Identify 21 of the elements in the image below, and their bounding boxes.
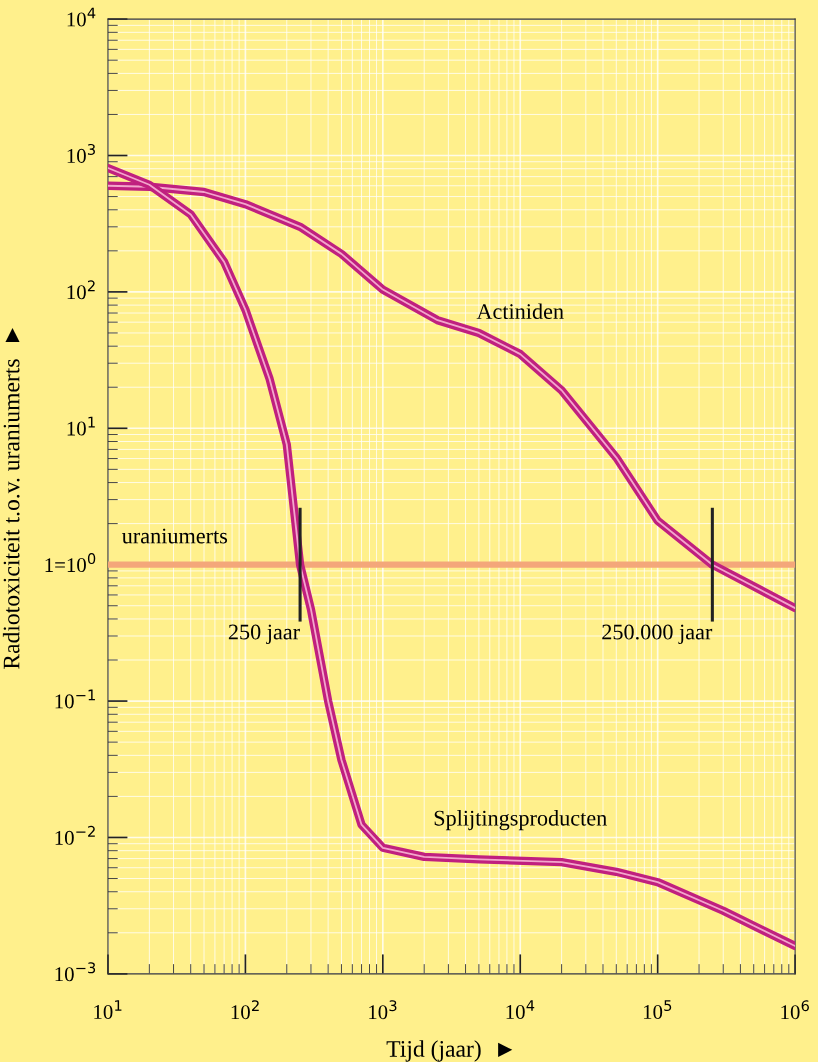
y-tick-label: 1=10$^{0}$ bbox=[45, 553, 96, 573]
ref-line-label: uraniumerts bbox=[122, 528, 228, 544]
y-tick-label: 10$^{−1}$ bbox=[55, 689, 95, 709]
annotation: 250 jaar bbox=[228, 624, 300, 645]
x-tick-label: 10$^{6}$ bbox=[781, 1000, 809, 1020]
y-tick-label: 10$^{−3}$ bbox=[55, 962, 96, 982]
x-tick-label: 10$^{3}$ bbox=[369, 1000, 397, 1020]
x-axis-title: Tijd (jaar) ► bbox=[386, 1040, 513, 1062]
x-tick-label: 10$^{5}$ bbox=[643, 1000, 672, 1019]
y-axis-title: Radiotoxiciteit t.o.v. uraniumerts ► bbox=[2, 327, 20, 670]
y-tick-label: 10$^{4}$ bbox=[67, 7, 96, 27]
series-label: Splijtingsproducten bbox=[434, 809, 607, 831]
series-label: Actiniden bbox=[476, 303, 564, 320]
y-tick-label: 10$^{−2}$ bbox=[55, 825, 95, 845]
y-tick-label: 10$^{3}$ bbox=[67, 143, 95, 163]
y-tick-label: 10$^{1}$ bbox=[67, 416, 95, 436]
x-tick-label: 10$^{2}$ bbox=[231, 1000, 259, 1020]
annotation: 250.000 jaar bbox=[602, 624, 713, 645]
y-tick-label: 10$^{2}$ bbox=[67, 280, 95, 300]
x-tick-label: 10$^{1}$ bbox=[94, 1000, 122, 1019]
x-tick-label: 10$^{4}$ bbox=[506, 1000, 535, 1019]
